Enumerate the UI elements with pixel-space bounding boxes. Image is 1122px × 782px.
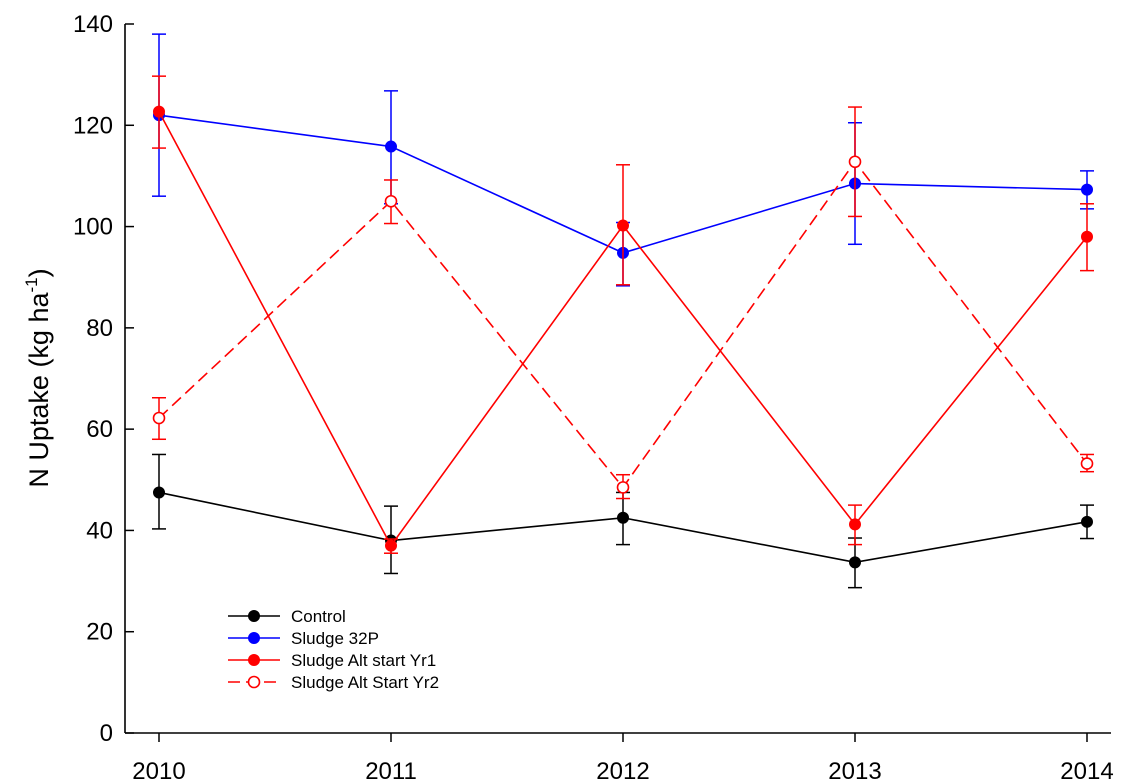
data-point xyxy=(616,481,630,494)
data-point xyxy=(617,511,629,524)
series-4 xyxy=(152,106,1094,500)
data-point xyxy=(1080,457,1094,470)
data-point xyxy=(849,556,861,569)
x-tick-label: 2010 xyxy=(132,758,185,782)
x-tick-label: 2014 xyxy=(1060,758,1113,782)
y-axis-title: N Uptake (kg ha-1) xyxy=(22,268,54,487)
y-tick-label: 100 xyxy=(73,214,113,241)
y-tick-label: 20 xyxy=(86,619,113,646)
y-axis-title-superscript: -1 xyxy=(22,277,41,292)
data-point xyxy=(849,518,861,531)
data-point xyxy=(152,411,166,425)
legend-marker xyxy=(247,675,261,689)
data-point xyxy=(153,105,165,118)
y-tick-label: 140 xyxy=(73,11,113,38)
y-tick-label: 40 xyxy=(86,517,113,544)
x-tick-label: 2012 xyxy=(596,758,649,782)
legend-label: Sludge Alt Start Yr2 xyxy=(291,673,439,692)
x-tick-label: 2013 xyxy=(828,758,881,782)
legend: Control Sludge 32P Sludge Alt start Yr1 Slu… xyxy=(228,607,439,692)
y-axis-title-close: ) xyxy=(24,268,54,277)
y-axis-title-main: N Uptake (kg ha xyxy=(24,292,54,488)
y-tick-label: 120 xyxy=(73,112,113,139)
x-tick-label: 2011 xyxy=(365,758,417,782)
legend-marker xyxy=(248,632,260,644)
data-point xyxy=(385,539,397,552)
y-tick-label: 60 xyxy=(86,416,113,443)
legend-label: Sludge 32P xyxy=(291,629,379,648)
series-3 xyxy=(152,75,1094,554)
data-point xyxy=(848,155,862,169)
data-point xyxy=(617,219,629,232)
data-point xyxy=(1081,515,1093,528)
y-ticks: 0 20 40 60 80 100 120 140 xyxy=(73,11,134,747)
plot-series xyxy=(152,33,1094,589)
y-tick-label: 0 xyxy=(100,720,113,747)
legend-marker xyxy=(248,654,260,666)
legend-label: Control xyxy=(291,607,346,626)
data-point xyxy=(1081,230,1093,243)
x-ticks: 2010 2011 2012 2013 2014 xyxy=(132,733,1114,782)
data-point xyxy=(385,140,397,153)
axes xyxy=(124,24,1111,734)
data-point xyxy=(153,486,165,499)
data-point xyxy=(384,194,398,208)
series-1 xyxy=(152,453,1094,589)
legend-marker xyxy=(248,610,260,622)
data-point xyxy=(1081,183,1093,196)
y-tick-label: 80 xyxy=(86,315,113,342)
legend-label: Sludge Alt start Yr1 xyxy=(291,651,436,670)
